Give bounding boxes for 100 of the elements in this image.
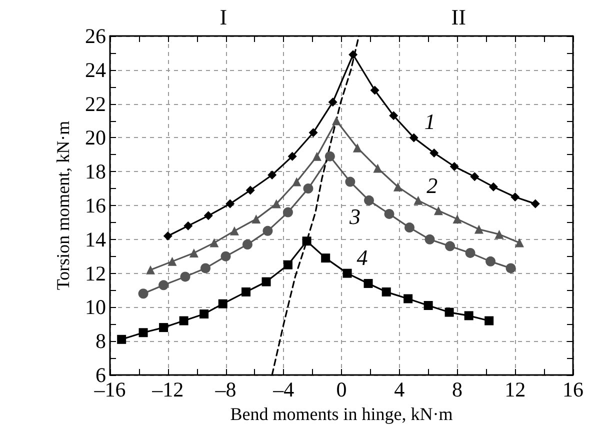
point [158, 280, 169, 290]
point [409, 133, 418, 142]
series-label: 2 [426, 172, 438, 198]
point [303, 184, 314, 194]
point [352, 143, 362, 152]
point [180, 272, 190, 282]
y-axis-title: Torsion moment, kN·m [53, 120, 73, 290]
point [373, 164, 382, 173]
point [414, 196, 423, 205]
point [220, 251, 231, 262]
point [324, 151, 335, 162]
y-tick-label: 22 [85, 92, 106, 116]
point [242, 239, 252, 250]
point [530, 199, 540, 208]
series-label: 4 [356, 244, 368, 270]
point [138, 288, 148, 299]
point [345, 176, 356, 187]
x-axis-title: Bend moments in hinge, kN·m [230, 404, 453, 424]
y-tick-label: 8 [96, 329, 106, 354]
y-tick-label: 10 [85, 295, 106, 320]
point [342, 268, 352, 278]
point [163, 232, 172, 241]
point [389, 111, 398, 120]
point [514, 238, 524, 248]
text: II [451, 4, 466, 30]
y-tick-label: 14 [85, 227, 106, 252]
point [230, 226, 239, 236]
point [184, 221, 193, 230]
point [302, 236, 312, 246]
point [138, 328, 148, 338]
point [474, 224, 484, 234]
x-tick-label: –12 [151, 378, 184, 402]
point [488, 182, 498, 192]
point [450, 162, 459, 172]
point [200, 309, 209, 318]
point [252, 214, 261, 224]
point [364, 278, 373, 288]
point [321, 254, 330, 263]
point [204, 211, 213, 220]
point [364, 195, 374, 206]
point [242, 287, 251, 296]
y-tick-label: 20 [85, 126, 106, 150]
x-tick-label: 12 [504, 378, 526, 402]
point [506, 263, 516, 274]
point [510, 192, 520, 202]
point [332, 116, 341, 126]
series-label: 1 [424, 109, 436, 134]
point [444, 308, 454, 317]
y-tick-label: 26 [85, 24, 106, 48]
point [430, 148, 439, 158]
point [384, 208, 394, 219]
point [159, 323, 168, 332]
y-tick-label: 16 [85, 194, 106, 218]
point [179, 316, 188, 326]
point [262, 277, 271, 286]
point [452, 214, 462, 224]
y-tick-label: 12 [85, 261, 106, 286]
point [465, 248, 476, 258]
point [226, 199, 235, 208]
point [262, 226, 273, 236]
x-tick-label: –8 [214, 378, 236, 402]
point [189, 248, 198, 258]
point [464, 311, 474, 320]
point [117, 334, 126, 344]
point [146, 265, 156, 274]
point [168, 256, 177, 266]
x-tick-label: –4 [272, 378, 295, 402]
point [424, 234, 435, 244]
point [486, 256, 496, 266]
point [382, 287, 391, 296]
point [200, 263, 210, 274]
point [494, 230, 504, 239]
point [470, 172, 480, 182]
point [404, 294, 413, 304]
point [370, 86, 380, 95]
point [268, 170, 277, 180]
point [308, 128, 318, 138]
y-tick-label: 24 [85, 58, 106, 82]
x-tick-label: 16 [562, 378, 584, 402]
point [404, 222, 415, 233]
point [272, 199, 281, 208]
point [282, 207, 293, 218]
point [218, 299, 228, 308]
point [210, 238, 219, 248]
point [246, 186, 255, 195]
point [424, 301, 433, 310]
point [288, 152, 297, 161]
point [393, 182, 402, 192]
text: I [220, 4, 228, 30]
point [292, 177, 302, 186]
point [434, 206, 443, 216]
x-tick-label: 4 [394, 378, 406, 402]
y-tick-label: 18 [85, 160, 106, 184]
x-tick-label: 0 [336, 378, 347, 402]
point [328, 98, 338, 107]
point [312, 152, 322, 161]
point [283, 260, 292, 270]
series-label: 3 [348, 204, 360, 229]
point [445, 241, 456, 252]
point [348, 50, 358, 60]
